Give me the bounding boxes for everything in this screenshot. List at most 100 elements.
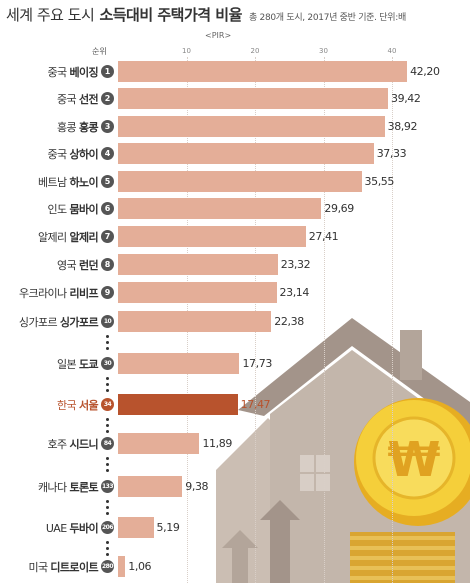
dot [106, 512, 109, 515]
bar [118, 116, 385, 137]
country-name: 중국 [47, 148, 70, 161]
value-label: 37,33 [376, 147, 407, 160]
city-label: 중국 선전 [57, 91, 99, 107]
rank-badge: 1 [101, 65, 114, 78]
dot [106, 553, 109, 556]
rank-badge: 7 [101, 230, 114, 243]
country-name: 한국 [57, 399, 79, 412]
bar [118, 353, 240, 374]
value-label: 17,47 [240, 398, 271, 411]
country-name: 영국 [57, 259, 79, 272]
city-name: 상하이 [69, 148, 98, 161]
rank-badge: 5 [101, 175, 114, 188]
country-name: 베트남 [37, 176, 70, 189]
city-label: 중국 상하이 [48, 146, 99, 162]
country-name: 알제리 [37, 231, 70, 244]
dot [106, 430, 109, 433]
country-name: 중국 [47, 66, 70, 79]
value-label: 22,38 [274, 315, 304, 328]
city-label: 캐나다 토론토 [37, 479, 99, 495]
gap-dots [105, 541, 111, 559]
city-label: 홍콩 홍콩 [57, 119, 99, 135]
city-label: 미국 디트로이트 [28, 559, 98, 575]
dot [106, 377, 109, 380]
bar [118, 61, 408, 82]
rank-badge: 34 [101, 398, 114, 411]
value-label: 9,38 [185, 480, 209, 493]
gap-dots [105, 377, 111, 395]
gridline [323, 57, 325, 583]
city-name: 하노이 [69, 176, 98, 189]
bar [118, 282, 277, 303]
city-name: 선전 [78, 93, 99, 106]
x-tick-label: 20 [250, 47, 260, 55]
value-label: 27,41 [308, 230, 339, 243]
dot [106, 383, 109, 386]
value-label: 23,14 [279, 286, 310, 299]
value-label: 42,20 [410, 65, 440, 78]
rank-badge: 280 [101, 560, 114, 573]
gap-dots [105, 335, 111, 353]
rank-badge: 2 [101, 92, 114, 105]
bar [118, 476, 183, 497]
city-name: 토론토 [69, 481, 98, 494]
city-label: UAE 두바이 [45, 520, 99, 536]
rank-badge: 133 [101, 480, 114, 493]
rank-badge: 84 [101, 437, 114, 450]
country-name: 우크라이나 [18, 287, 70, 300]
country-name: 미국 [28, 561, 51, 574]
bar [118, 143, 374, 164]
coin-stack-icon [350, 532, 455, 583]
dot [106, 457, 109, 460]
x-tick-label: 30 [319, 47, 328, 55]
value-label: 1,06 [128, 560, 152, 573]
city-label: 알제리 알제리 [37, 229, 99, 245]
city-label: 일본 도쿄 [57, 356, 99, 372]
chart-title: 소득대비 주택가격 비율 [99, 6, 242, 24]
rank-badge: 8 [101, 258, 114, 271]
city-label: 호주 시드니 [48, 436, 99, 452]
country-name: 캐나다 [37, 481, 70, 494]
city-label: 한국 서울 [57, 397, 99, 413]
bar [118, 198, 322, 219]
city-name: 알제리 [69, 231, 98, 244]
bar [118, 433, 200, 454]
value-label: 23,32 [280, 258, 311, 271]
city-name: 뭄바이 [69, 203, 98, 216]
house-chimney-shape [400, 330, 422, 380]
arrow-up-icon [222, 530, 258, 583]
country-name: 호주 [47, 438, 70, 451]
bar [118, 171, 362, 192]
city-label: 영국 런던 [57, 257, 99, 273]
dot [106, 500, 109, 503]
house-roof-shape [238, 318, 470, 432]
bar [118, 556, 126, 577]
city-name: 도쿄 [78, 358, 99, 371]
country-name: 일본 [57, 358, 79, 371]
city-name: 두바이 [69, 522, 98, 535]
city-label: 싱가포르 싱가포르 [19, 314, 99, 330]
value-label: 38,92 [387, 120, 418, 133]
country-name: 인도 [47, 203, 70, 216]
city-label: 인도 뭄바이 [48, 201, 99, 217]
value-label: 5,19 [156, 521, 180, 534]
country-name: UAE [45, 522, 70, 535]
dot [106, 469, 109, 472]
dot [106, 424, 109, 427]
city-name: 시드니 [69, 438, 98, 451]
bar [118, 254, 278, 275]
dot [106, 418, 109, 421]
won-coin-icon [354, 398, 470, 526]
value-label: 11,89 [202, 437, 232, 450]
dot [106, 335, 109, 338]
x-tick-label: 40 [387, 47, 397, 55]
axis-title: <PIR> [205, 31, 232, 40]
arrow-up-icon [260, 500, 300, 583]
bar [118, 226, 306, 247]
country-name: 홍콩 [57, 121, 79, 134]
city-name: 홍콩 [78, 121, 99, 134]
rank-badge: 30 [101, 357, 114, 370]
city-label: 베트남 하노이 [37, 174, 99, 190]
dot [106, 341, 109, 344]
